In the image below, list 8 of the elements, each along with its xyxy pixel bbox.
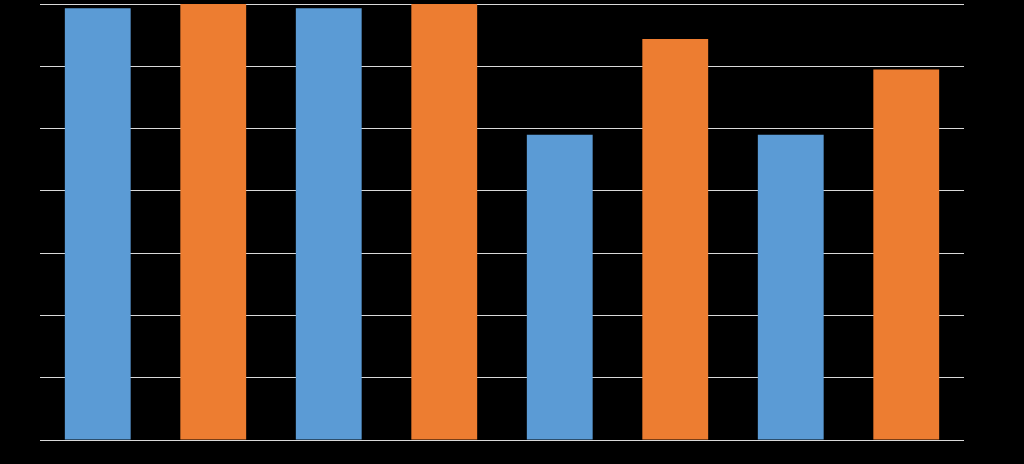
bar [873,69,940,440]
bar [757,134,824,440]
bar [526,134,593,440]
bar [411,4,478,440]
bar [64,8,131,440]
bar [295,8,362,440]
bar [180,4,247,440]
bar [642,38,709,440]
